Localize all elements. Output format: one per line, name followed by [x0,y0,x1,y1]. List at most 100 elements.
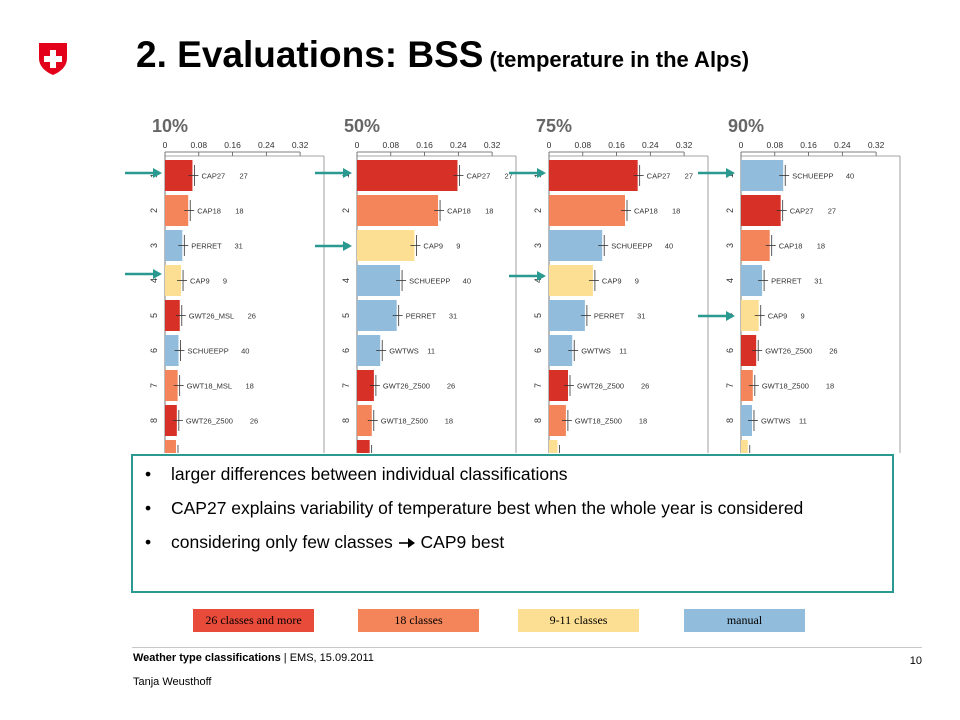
bar [549,300,585,331]
title-main: 2. Evaluations: BSS [136,34,484,75]
bar-count: 10 [630,452,638,454]
page-title: 2. Evaluations: BSS (temperature in the A… [136,34,749,76]
bar-count: 18 [817,242,825,251]
bar-count: 9 [801,312,805,321]
bar-count: 18 [821,452,829,454]
bar-count: 9 [223,277,227,286]
bar [549,230,603,261]
summary-list: • larger differences between individual c… [145,462,880,554]
x-tick-label: 0.16 [800,140,817,150]
bar-label: GWT26_Z500 [577,382,624,391]
x-tick-label: 0.16 [224,140,241,150]
bar [741,440,748,453]
bar [165,335,179,366]
bar-count: 11 [427,347,435,356]
bar-count: 11 [799,417,807,426]
bar-count: 27 [685,172,693,181]
rank-label: 3 [149,243,159,248]
rank-label: 6 [341,348,351,353]
bar-count: 18 [245,382,253,391]
bar-label: SCHUEEPP [409,277,450,286]
arrow-icon [698,168,735,178]
x-tick-label: 0 [163,140,168,150]
bullet: • [145,464,152,484]
bar [165,195,189,226]
bar [741,335,757,366]
bar [741,265,763,296]
bar-label: CAP9 [768,312,788,321]
x-tick-label: 0 [739,140,744,150]
x-tick-label: 0.32 [484,140,501,150]
rank-label: 4 [725,278,735,283]
bar [165,300,180,331]
bar [357,370,374,401]
bar-label: GWTWS [389,347,419,356]
x-tick-label: 0 [355,140,360,150]
rank-label: 4 [341,278,351,283]
rank-label: 8 [725,418,735,423]
bar-label: CAP9 [190,277,210,286]
bar-count: 26 [437,452,445,454]
legend-item: 26 classes and more [193,609,314,632]
bss-figure: 10%00.080.160.240.321CAP27272CAP18183PER… [130,108,904,598]
rank-label: 8 [149,418,159,423]
x-tick-label: 0.32 [676,140,693,150]
rank-label: 8 [341,418,351,423]
bar [357,195,439,226]
bar [549,265,593,296]
bar-count: 9 [635,277,639,286]
footer-event: Weather type classifications | EMS, 15.0… [133,652,374,664]
bar-count: 40 [463,277,471,286]
rank-label: 3 [725,243,735,248]
bar-label: GWT18_Z500 [575,417,622,426]
bar [741,405,752,436]
x-tick-label: 0 [547,140,552,150]
bar-label: SCHUEEPP [188,347,229,356]
rank-label: 4 [533,278,543,283]
x-tick-label: 0.24 [642,140,659,150]
bar [165,160,193,191]
chart-panel-90: 90%00.080.160.240.321SCHUEEPP402CAP27273… [725,116,901,454]
panel-title: 10% [152,116,188,136]
bar-count: 26 [248,312,256,321]
x-tick-label: 0.32 [292,140,309,150]
right-arrow-icon [398,538,415,548]
summary-item: • CAP27 explains variability of temperatu… [145,496,880,520]
x-tick-label: 0.16 [608,140,625,150]
bar-label: GWT10_Z500 [566,452,613,454]
bar-count: 18 [485,207,493,216]
bar [357,300,397,331]
bar-label: CAP9 [423,242,443,251]
legend-label: 26 classes and more [205,613,302,627]
bar-label: GWT18_MSL [187,382,232,391]
x-tick-label: 0.08 [575,140,592,150]
bar-count: 18 [639,417,647,426]
arrow-icon [509,168,546,178]
x-tick-label: 0.24 [258,140,275,150]
rank-label: 7 [533,383,543,388]
arrow-icon [315,168,352,178]
bullet: • [145,532,152,552]
arrow-icon [125,168,162,178]
bar-label: GWTWS [761,417,791,426]
bar [549,160,638,191]
arrow-icon [125,269,162,279]
rank-label: 2 [149,208,159,213]
bar-label: CAP9 [602,277,622,286]
bar-label: GWT18_Z500 [762,382,809,391]
legend-label: manual [726,613,763,627]
bar [549,195,625,226]
bar-count: 18 [826,382,834,391]
bar-count: 27 [504,172,512,181]
bar [357,160,458,191]
bar [549,335,573,366]
rank-label: 5 [533,313,543,318]
rank-label: 2 [341,208,351,213]
bar-count: 26 [641,382,649,391]
bar-count: 27 [828,207,836,216]
bar-label: CAP27 [647,172,671,181]
bar [165,370,178,401]
footer-author: Tanja Weusthoff [133,676,212,688]
rank-label: 6 [533,348,543,353]
bar [165,265,182,296]
